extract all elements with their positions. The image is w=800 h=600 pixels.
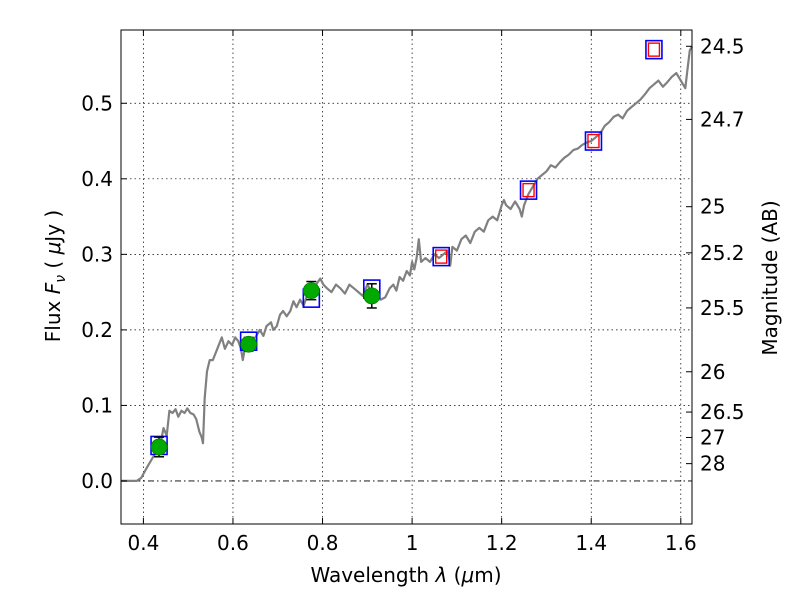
y-tick-label: 0.2 (81, 318, 113, 342)
y-tick-label: 0.4 (81, 167, 113, 191)
inner-square-marker (435, 249, 448, 264)
observed-point (240, 335, 258, 353)
observed-point (150, 438, 168, 456)
x-tick-label: 1.6 (665, 531, 697, 555)
mag-tick-label: 25.5 (700, 296, 745, 320)
observed-point (363, 287, 381, 305)
y-ticks: 0.0 0.1 0.2 0.3 0.4 0.5 (81, 91, 127, 493)
y-tick-label: 0.0 (81, 469, 113, 493)
x-tick-label: 1.4 (575, 531, 607, 555)
inner-square-marker (587, 133, 600, 149)
x-tick-label: 0.8 (307, 531, 339, 555)
mag-tick-label: 24.7 (700, 107, 745, 131)
y-tick-label: 0.5 (81, 91, 113, 115)
mag-tick-label: 25.2 (700, 241, 745, 265)
mag-tick-label: 25 (700, 195, 725, 219)
x-tick-label: 1.2 (486, 531, 518, 555)
mag-tick-label: 27 (700, 425, 725, 449)
y2-axis-label: Magnitude (AB) (758, 200, 782, 355)
mag-ticks: 24.5 24.7 25 25.2 25.5 26 26.527 28 (686, 34, 745, 476)
y-tick-label: 0.3 (81, 242, 113, 266)
model-square-marker (432, 246, 451, 267)
x-tick-label: 0.6 (217, 531, 249, 555)
mag-tick-label: 26.5 (700, 400, 745, 424)
model-square-marker (645, 39, 663, 60)
mag-tick-label: 24.5 (700, 34, 745, 58)
inner-square-marker (647, 42, 661, 57)
inner-square-marker (522, 182, 535, 198)
model-square-marker (584, 131, 603, 151)
markers-layer (150, 39, 663, 458)
x-tick-label: 1 (406, 531, 419, 555)
y-tick-label: 0.1 (81, 393, 113, 417)
mag-tick-label: 28 (700, 452, 725, 476)
mag-tick-label: 26 (700, 360, 725, 384)
x-axis-label: Wavelength λ (μm) (310, 563, 501, 587)
x-ticks: 0.4 0.6 0.8 1 1.2 1.4 1.6 (127, 30, 697, 555)
plot-frame (120, 29, 693, 525)
model-square-marker (519, 180, 538, 200)
observed-point (302, 282, 320, 299)
x-tick-label: 0.4 (127, 531, 159, 555)
